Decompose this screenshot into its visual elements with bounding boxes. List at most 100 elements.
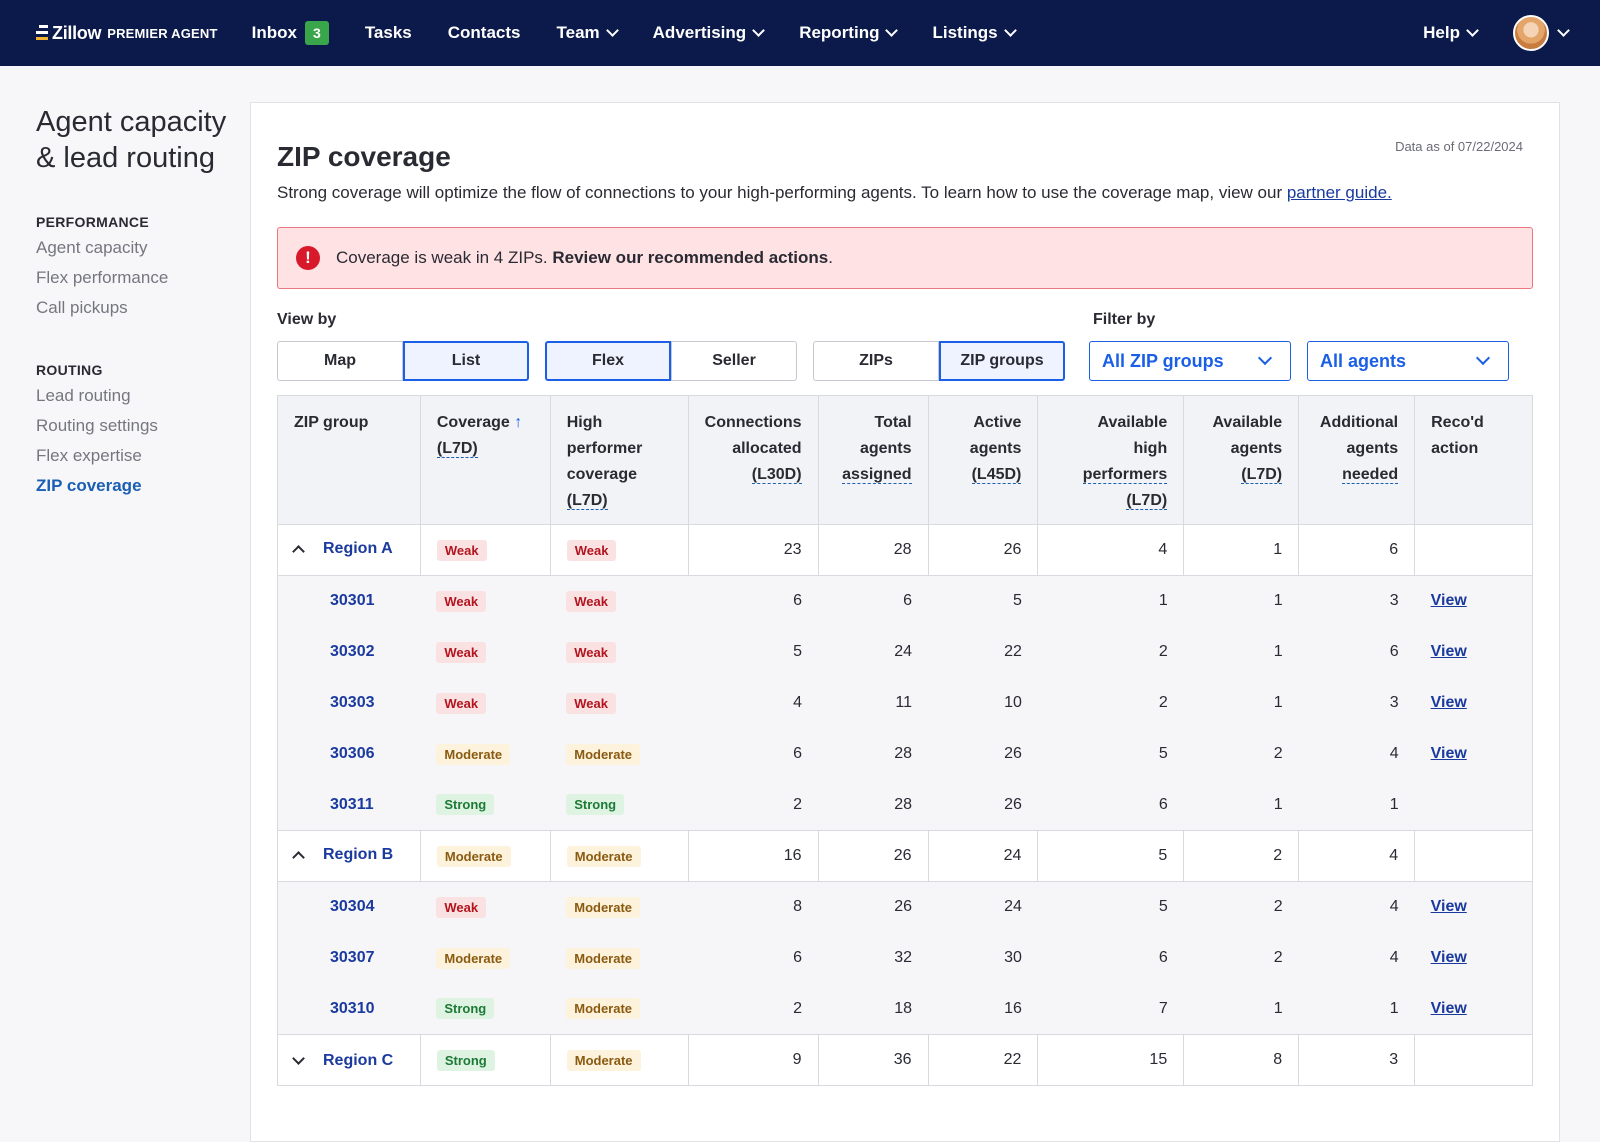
- coverage-badge: Weak: [436, 896, 487, 918]
- coverage-badge: Weak: [566, 641, 616, 663]
- cell-total-agents: 6: [818, 575, 929, 627]
- zip-link[interactable]: 30302: [330, 643, 375, 660]
- region-name: Region B: [323, 845, 394, 863]
- coverage-badge: Weak: [436, 539, 487, 561]
- cell-recommended-action: View: [1414, 932, 1533, 984]
- region-toggle[interactable]: Region C: [292, 1052, 393, 1070]
- sidebar-item-flex-performance[interactable]: Flex performance: [36, 268, 169, 287]
- view-action-link[interactable]: View: [1430, 898, 1467, 916]
- cell-total-agents: 32: [818, 932, 929, 984]
- col-add-line-3: needed: [1342, 466, 1399, 484]
- view-action-link[interactable]: View: [1430, 745, 1467, 762]
- nav-tasks-label: Tasks: [364, 23, 412, 42]
- zip-link[interactable]: 30311: [330, 795, 374, 813]
- sidebar-item-call-pickups[interactable]: Call pickups: [36, 298, 128, 317]
- cell-coverage: Weak: [420, 575, 551, 627]
- zip-group-filter-select[interactable]: All ZIP groups: [1089, 341, 1291, 381]
- nav-help[interactable]: Help: [1423, 23, 1479, 43]
- zip-link[interactable]: 30301: [330, 592, 375, 610]
- logo-subtitle: PREMIER AGENT: [107, 25, 218, 41]
- col-avhp-line-2: high: [1133, 440, 1168, 457]
- cell-available-agents: 1: [1183, 677, 1299, 729]
- region-toggle[interactable]: Region B: [292, 845, 394, 864]
- zip-link[interactable]: 30303: [330, 694, 375, 711]
- group-zips-button[interactable]: ZIPs: [813, 341, 939, 381]
- zip-link[interactable]: 30304: [330, 898, 375, 916]
- region-name: Region A: [323, 539, 393, 557]
- cell-active-agents: 24: [928, 881, 1038, 933]
- chevron-down-icon: [752, 24, 766, 37]
- sidebar-item-lead-routing[interactable]: Lead routing: [36, 386, 131, 405]
- cell-available-agents: 1: [1183, 524, 1300, 576]
- nav-contacts[interactable]: Contacts: [448, 23, 521, 43]
- avatar: [1513, 15, 1549, 51]
- cell-recommended-action: View: [1414, 575, 1533, 627]
- zillow-logo[interactable]: Zillow PREMIER AGENT: [36, 23, 218, 44]
- alert-text: Coverage is weak in 4 ZIPs. Review our r…: [336, 248, 833, 268]
- view-action-link[interactable]: View: [1430, 694, 1467, 711]
- type-flex-button[interactable]: Flex: [545, 341, 671, 381]
- col-high-performer-coverage[interactable]: High performer coverage (L7D): [549, 395, 689, 525]
- view-action-link[interactable]: View: [1430, 643, 1467, 660]
- cell-additional-agents: 3: [1298, 575, 1415, 627]
- type-seller-button[interactable]: Seller: [671, 341, 797, 381]
- alert-end: .: [828, 248, 833, 267]
- cell-total-agents: 18: [818, 983, 929, 1035]
- cell-coverage: Strong: [420, 983, 551, 1035]
- view-list-button[interactable]: List: [403, 341, 529, 381]
- cell-active-agents: 22: [927, 1034, 1039, 1086]
- cell-high-performer-coverage: Weak: [550, 626, 689, 678]
- view-action-link[interactable]: View: [1430, 592, 1467, 610]
- col-avag-line-2: agents: [1230, 440, 1283, 457]
- sidebar-item-routing-settings[interactable]: Routing settings: [36, 416, 158, 435]
- col-additional-agents-needed[interactable]: Additional agents needed: [1298, 395, 1416, 525]
- coverage-badge: Moderate: [436, 743, 511, 765]
- sidebar: Agent capacity & lead routing PERFORMANC…: [36, 104, 236, 506]
- view-map-button[interactable]: Map: [277, 341, 403, 381]
- col-available-agents[interactable]: Available agents (L7D): [1183, 395, 1300, 525]
- cell-high-performer-coverage: Moderate: [550, 881, 689, 933]
- zip-link[interactable]: 30306: [330, 745, 375, 762]
- sidebar-item-zip-coverage[interactable]: ZIP coverage: [36, 476, 142, 495]
- cell-active-agents: 26: [928, 728, 1038, 780]
- zip-link[interactable]: 30310: [330, 999, 375, 1017]
- table-row: 30304 Weak Moderate 8 26 24 5 2 4 View: [277, 881, 1533, 933]
- sidebar-item-agent-capacity[interactable]: Agent capacity: [36, 238, 148, 257]
- nav-advertising[interactable]: Advertising: [653, 23, 766, 43]
- group-zip-groups-button[interactable]: ZIP groups: [939, 341, 1065, 381]
- account-menu[interactable]: [1513, 15, 1570, 51]
- alert-recommended-actions[interactable]: Review our recommended actions: [552, 248, 829, 267]
- col-available-high-performers[interactable]: Available high performers (L7D): [1037, 395, 1185, 525]
- nav-team[interactable]: Team: [557, 23, 619, 43]
- chevron-down-icon: [1557, 24, 1570, 37]
- nav-tasks[interactable]: Tasks: [365, 23, 412, 43]
- coverage-badge: Moderate: [566, 947, 641, 969]
- view-action-link[interactable]: View: [1430, 949, 1467, 966]
- table-row: 30301 Weak Weak 6 6 5 1 1 3 View: [277, 575, 1533, 627]
- col-total-agents-assigned[interactable]: Total agents assigned: [817, 395, 929, 525]
- zip-link[interactable]: 30307: [330, 949, 375, 966]
- col-total-line-2: agents: [859, 440, 912, 457]
- nav-inbox[interactable]: Inbox 3: [252, 21, 329, 45]
- partner-guide-link[interactable]: partner guide.: [1286, 183, 1392, 202]
- cell-zip-group: 30306: [277, 728, 421, 780]
- cell-available-high-performers: 2: [1037, 626, 1184, 678]
- sidebar-item-flex-expertise[interactable]: Flex expertise: [36, 446, 142, 465]
- cell-active-agents: 10: [928, 677, 1038, 729]
- cell-recommended-action: [1414, 830, 1533, 882]
- cell-active-agents: 16: [928, 983, 1038, 1035]
- view-action-link[interactable]: View: [1430, 999, 1467, 1017]
- cell-additional-agents: 4: [1298, 932, 1415, 984]
- col-coverage[interactable]: Coverage ↑ (L7D): [419, 395, 551, 525]
- col-zip-group[interactable]: ZIP group: [277, 395, 421, 525]
- cell-available-high-performers: 5: [1037, 830, 1185, 882]
- cell-connections: 16: [687, 830, 819, 882]
- cell-coverage: Weak: [420, 626, 551, 678]
- nav-listings[interactable]: Listings: [932, 23, 1017, 43]
- nav-reporting[interactable]: Reporting: [799, 23, 899, 43]
- col-connections-allocated[interactable]: Connections allocated (L30D): [687, 395, 819, 525]
- region-toggle[interactable]: Region A: [292, 539, 393, 558]
- col-active-agents[interactable]: Active agents (L45D): [927, 395, 1039, 525]
- cell-additional-agents: 6: [1298, 524, 1416, 576]
- agent-filter-select[interactable]: All agents: [1307, 341, 1509, 381]
